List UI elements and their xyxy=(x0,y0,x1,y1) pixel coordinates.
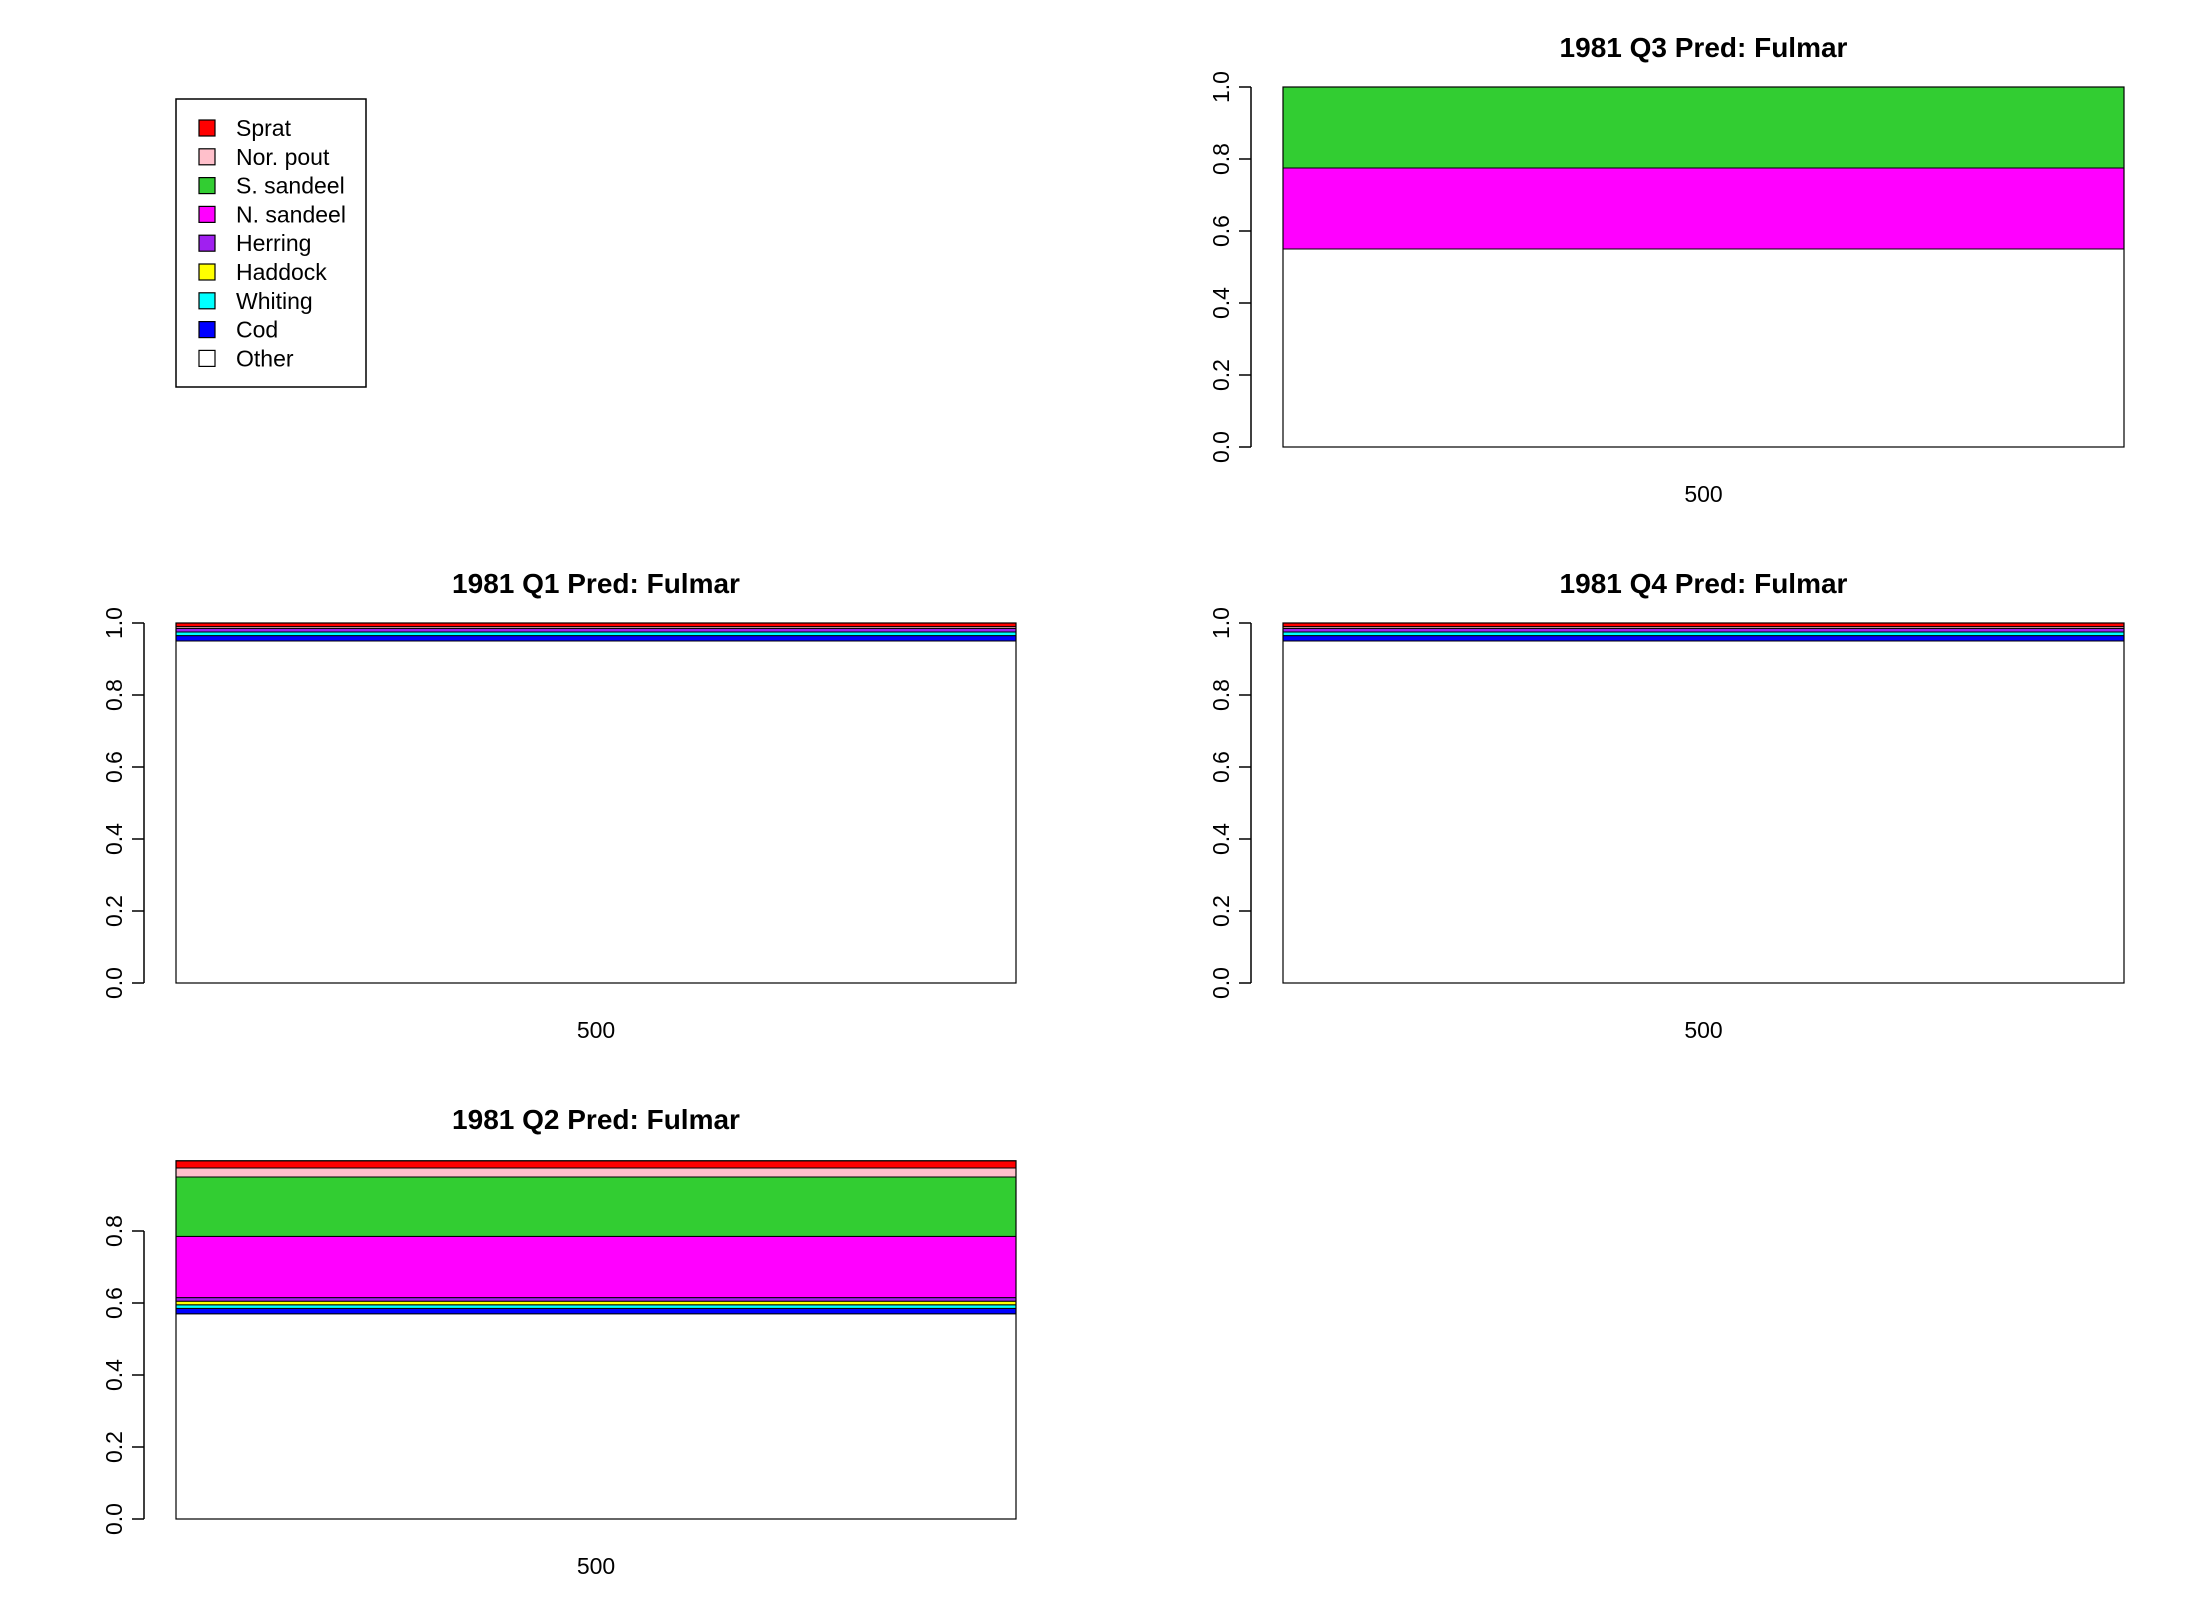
bar-segment-n-sandeel xyxy=(1282,167,2125,250)
bar-segment-whiting xyxy=(1282,631,2125,637)
bar-segment-herring xyxy=(175,1297,1017,1302)
y-tick-label: 0.4 xyxy=(101,823,127,855)
y-tick-label: 0.0 xyxy=(1208,967,1234,999)
bar-segment-n-sandeel xyxy=(175,1235,1017,1299)
y-tick-label: 0.2 xyxy=(1208,359,1234,391)
chart-panel: 1981 Q4 Pred: Fulmar 0.0 0.2 0.4 0.6 0.8 1.0 50… xyxy=(1208,568,2125,1043)
x-category-label: 500 xyxy=(1684,481,1722,507)
legend-label: Sprat xyxy=(236,115,292,141)
chart-panel: 1981 Q3 Pred: Fulmar 0.0 0.2 0.4 0.6 0.8 1.0 50… xyxy=(1208,32,2125,507)
bar-segment-herring xyxy=(175,627,1017,633)
y-tick-label: 0.6 xyxy=(1208,215,1234,247)
y-tick-label: 0.0 xyxy=(1208,431,1234,463)
bar-segment-cod xyxy=(1282,635,2125,642)
y-tick-label: 0.0 xyxy=(101,967,127,999)
bar-segment-herring xyxy=(1282,627,2125,633)
y-tick-label: 1.0 xyxy=(1208,71,1234,103)
bar-segment-nor-pout xyxy=(175,1167,1017,1178)
legend-label: Herring xyxy=(236,230,311,256)
y-tick-label: 0.6 xyxy=(101,1287,127,1319)
bar-segment-cod xyxy=(175,1307,1017,1315)
y-tick-label: 0.4 xyxy=(1208,287,1234,319)
y-tick-label: 0.6 xyxy=(1208,751,1234,783)
bar-segment-s-sandeel xyxy=(1282,86,2125,169)
y-tick-label: 0.4 xyxy=(101,1359,127,1391)
y-tick-label: 0.8 xyxy=(101,679,127,711)
legend-swatch xyxy=(198,349,216,367)
x-category-label: 500 xyxy=(577,1017,615,1043)
bar-segment-other xyxy=(1282,640,2125,984)
legend-label: Whiting xyxy=(236,288,313,314)
bar-segment-sprat xyxy=(175,1160,1017,1169)
y-tick-label: 0.8 xyxy=(101,1215,127,1247)
legend-swatch xyxy=(198,177,216,195)
chart-title: 1981 Q4 Pred: Fulmar xyxy=(1560,568,1848,599)
x-category-label: 500 xyxy=(1684,1017,1722,1043)
chart-title: 1981 Q1 Pred: Fulmar xyxy=(452,568,740,599)
y-tick-label: 0.0 xyxy=(101,1503,127,1535)
legend-label: Other xyxy=(236,345,294,371)
legend-swatch xyxy=(198,321,216,339)
legend-swatch xyxy=(198,148,216,166)
y-tick-label: 0.8 xyxy=(1208,679,1234,711)
bar-segment-whiting xyxy=(175,1304,1017,1309)
y-tick-label: 0.4 xyxy=(1208,823,1234,855)
y-tick-label: 0.2 xyxy=(1208,895,1234,927)
bar-segment-haddock xyxy=(175,1300,1017,1306)
legend-swatch xyxy=(198,292,216,310)
y-tick-label: 1.0 xyxy=(101,607,127,639)
bar-segment-other xyxy=(175,1313,1017,1520)
legend-label: Cod xyxy=(236,317,278,343)
legend-label: Nor. pout xyxy=(236,144,330,170)
bar-segment-s-sandeel xyxy=(175,1176,1017,1237)
y-tick-label: 0.8 xyxy=(1208,143,1234,175)
legend-swatch xyxy=(198,205,216,223)
legend-swatch xyxy=(198,234,216,252)
bar-segment-other xyxy=(1282,248,2125,448)
bar-outline xyxy=(175,622,1017,984)
legend-label: S. sandeel xyxy=(236,173,345,199)
y-tick-label: 0.2 xyxy=(101,1431,127,1463)
y-tick-label: 1.0 xyxy=(1208,607,1234,639)
legend-label: N. sandeel xyxy=(236,201,346,227)
chart-title: 1981 Q2 Pred: Fulmar xyxy=(452,1104,740,1135)
y-tick-label: 0.2 xyxy=(101,895,127,927)
bar-segment-other xyxy=(175,640,1017,984)
bar-segment-whiting xyxy=(175,631,1017,637)
y-tick-label: 0.6 xyxy=(101,751,127,783)
legend-label: Haddock xyxy=(236,259,327,285)
chart-title: 1981 Q3 Pred: Fulmar xyxy=(1560,32,1848,63)
x-category-label: 500 xyxy=(577,1553,615,1579)
bar-segment-cod xyxy=(175,635,1017,642)
bar-outline xyxy=(175,1160,1017,1520)
panels: 1981 Q3 Pred: Fulmar 0.0 0.2 0.4 0.6 0.8 1.0 50… xyxy=(101,32,2125,1579)
chart-panel: 1981 Q1 Pred: Fulmar 0.0 0.2 0.4 0.6 0.8 1.0 50… xyxy=(101,568,1017,1043)
bar-outline xyxy=(1282,86,2125,448)
chart-panel: 1981 Q2 Pred: Fulmar 0.0 0.2 0.4 0.6 0.8 500 xyxy=(101,1104,1017,1579)
legend-swatch xyxy=(198,263,216,281)
legend-swatch xyxy=(198,119,216,137)
bar-outline xyxy=(1282,622,2125,984)
